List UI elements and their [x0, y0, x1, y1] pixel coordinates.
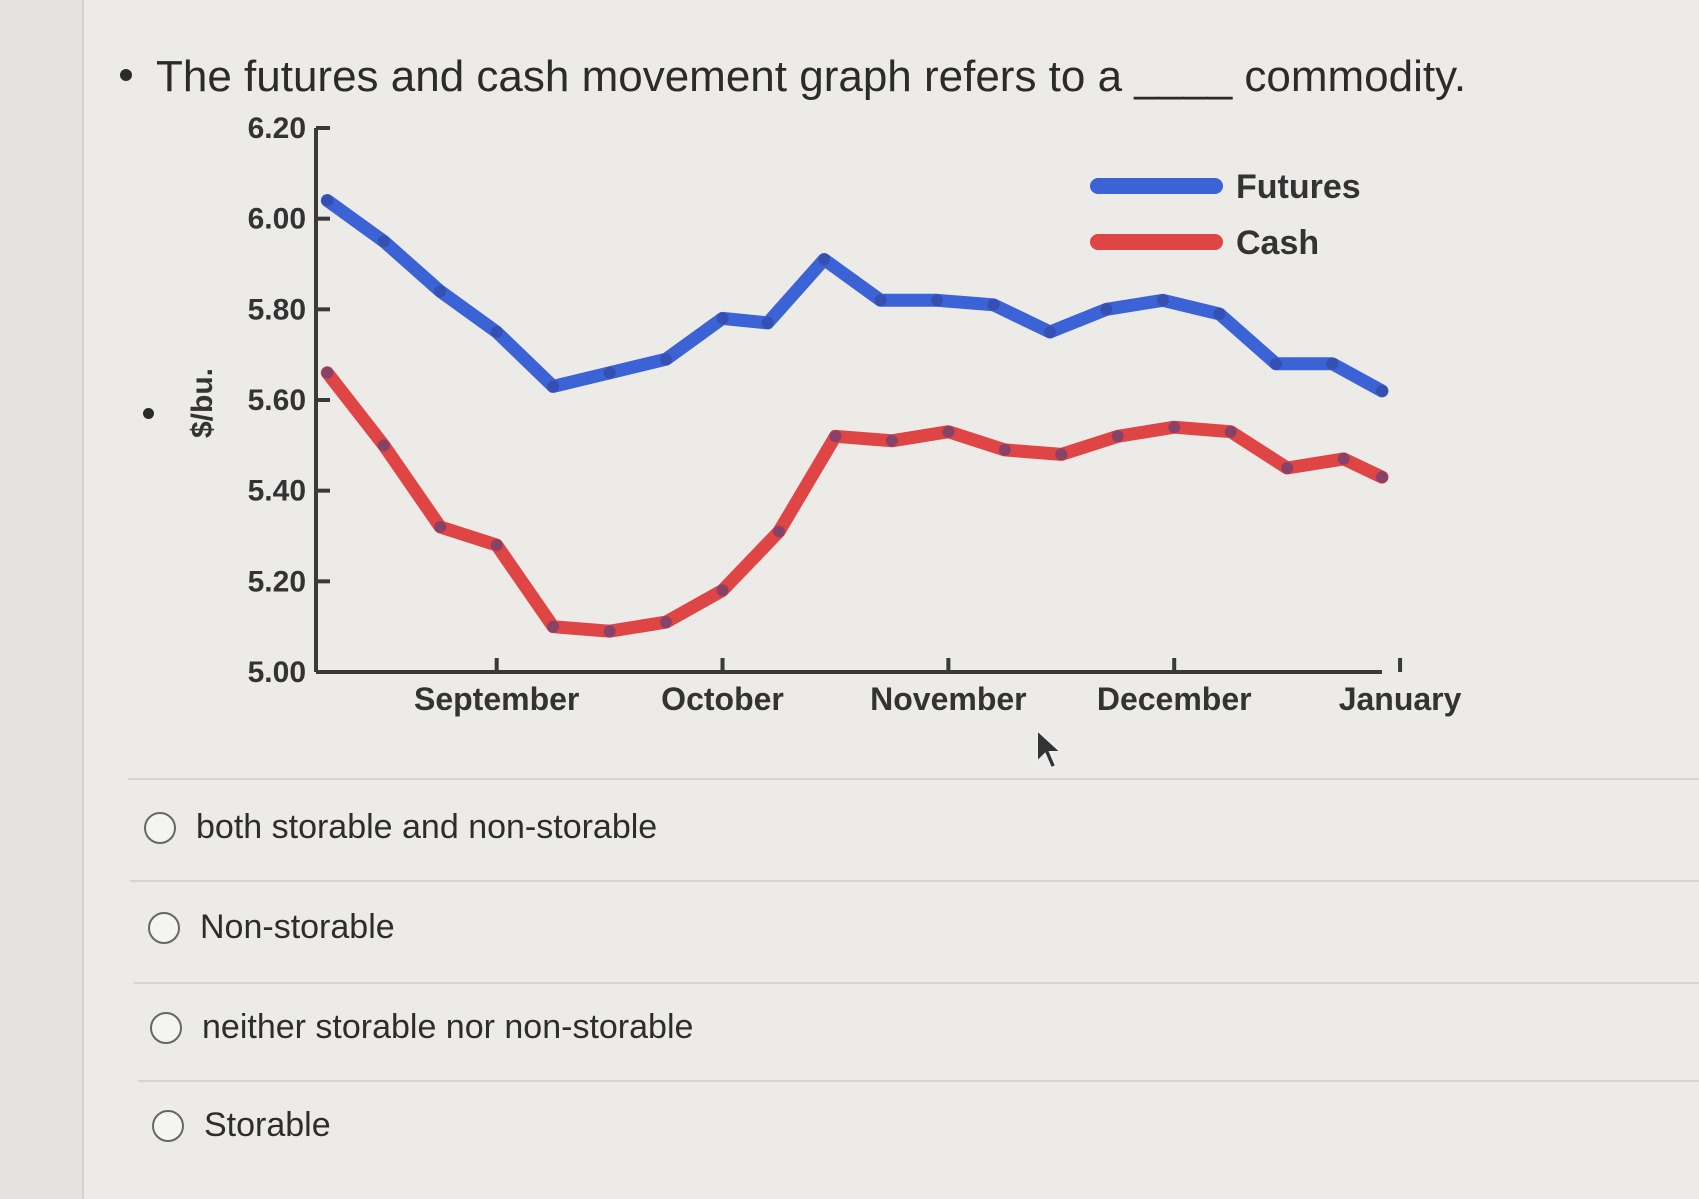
data-point-futures — [1269, 357, 1282, 370]
data-point-cash — [490, 539, 503, 552]
data-point-futures — [1376, 384, 1388, 397]
x-tick-label: December — [1097, 681, 1252, 717]
y-tick-label: 6.20 — [248, 112, 306, 145]
legend-label-futures: Futures — [1236, 168, 1361, 206]
data-point-futures — [931, 294, 944, 307]
y-tick-label: 5.40 — [248, 475, 306, 508]
data-point-cash — [1337, 452, 1350, 465]
data-point-cash — [942, 425, 955, 438]
data-point-cash — [1376, 471, 1388, 484]
y-tick-label: 5.20 — [248, 565, 306, 598]
page-edge — [0, 0, 84, 1199]
data-point-cash — [434, 520, 447, 533]
divider — [138, 1080, 1699, 1082]
data-point-cash — [603, 625, 616, 638]
data-point-futures — [377, 235, 390, 248]
data-point-futures — [660, 353, 673, 366]
x-tick-label: September — [414, 681, 579, 717]
data-point-futures — [321, 194, 334, 207]
option-storable[interactable]: Storable — [152, 1106, 331, 1145]
data-point-futures — [434, 285, 447, 298]
x-tick-label: October — [661, 681, 784, 717]
data-point-cash — [1055, 448, 1068, 461]
y-axis-label: $/bu. — [186, 368, 219, 438]
data-point-futures — [1156, 294, 1169, 307]
data-point-futures — [1100, 303, 1113, 316]
chart-axes: 6.20 6.00 5.80 5.60 5.40 5.20 5.00 September Oct… — [248, 112, 1462, 717]
series-line-cash — [320, 366, 1389, 638]
divider — [130, 880, 1699, 882]
x-tick-label: January — [1339, 681, 1462, 717]
data-point-futures — [1326, 357, 1339, 370]
legend-label-cash: Cash — [1236, 224, 1319, 262]
data-point-futures — [761, 316, 774, 329]
bullet-icon — [143, 408, 154, 419]
data-point-futures — [603, 366, 616, 379]
data-point-futures — [547, 380, 560, 393]
chart-legend: Futures Cash — [1090, 168, 1361, 262]
data-point-futures — [1044, 326, 1057, 338]
futures-cash-chart: 6.20 6.00 5.80 5.60 5.40 5.20 5.00 September Oct… — [186, 112, 1462, 717]
data-point-futures — [987, 298, 1000, 311]
data-point-cash — [1224, 425, 1237, 438]
data-point-cash — [1111, 430, 1124, 443]
option-both-storable-and-non-storable[interactable]: both storable and non-storable — [144, 808, 657, 847]
data-point-cash — [885, 434, 898, 447]
option-neither-storable-nor-non-storable[interactable]: neither storable nor non-storable — [150, 1008, 693, 1047]
option-non-storable[interactable]: Non-storable — [148, 908, 395, 947]
data-point-futures — [1213, 307, 1226, 320]
question-label: The futures and cash movement graph refe… — [156, 52, 1467, 101]
y-tick-label: 5.80 — [248, 293, 306, 326]
option-label: both storable and non-storable — [196, 808, 658, 846]
radio-button[interactable] — [150, 1011, 182, 1044]
data-point-cash — [1168, 421, 1181, 434]
y-tick-label: 5.00 — [248, 656, 306, 689]
series-line-futures — [320, 194, 1389, 398]
option-label: Non-storable — [200, 908, 395, 946]
radio-button[interactable] — [144, 811, 176, 844]
data-point-cash — [547, 620, 560, 633]
option-label: Storable — [204, 1106, 331, 1144]
y-tick-label: 5.60 — [248, 384, 306, 417]
radio-button[interactable] — [148, 911, 180, 944]
data-point-cash — [321, 366, 334, 379]
y-tick-label: 6.00 — [248, 203, 306, 236]
data-point-futures — [490, 326, 503, 338]
data-point-cash — [716, 584, 729, 597]
data-point-cash — [998, 443, 1011, 456]
x-tick-label: November — [870, 681, 1027, 717]
data-point-cash — [1281, 462, 1294, 474]
divider — [134, 982, 1699, 984]
data-point-cash — [660, 616, 673, 629]
bullet-icon — [120, 69, 132, 82]
divider — [128, 778, 1699, 780]
data-point-cash — [829, 430, 842, 443]
data-point-cash — [772, 525, 785, 538]
data-point-futures — [716, 312, 729, 325]
chart-series — [320, 194, 1389, 638]
question-text: The futures and cash movement graph refe… — [120, 52, 1466, 102]
mouse-cursor-icon — [1036, 728, 1063, 770]
option-label: neither storable nor non-storable — [202, 1008, 694, 1046]
data-point-cash — [377, 439, 390, 452]
data-point-futures — [818, 253, 831, 266]
data-point-futures — [874, 294, 887, 307]
radio-button[interactable] — [152, 1109, 184, 1142]
